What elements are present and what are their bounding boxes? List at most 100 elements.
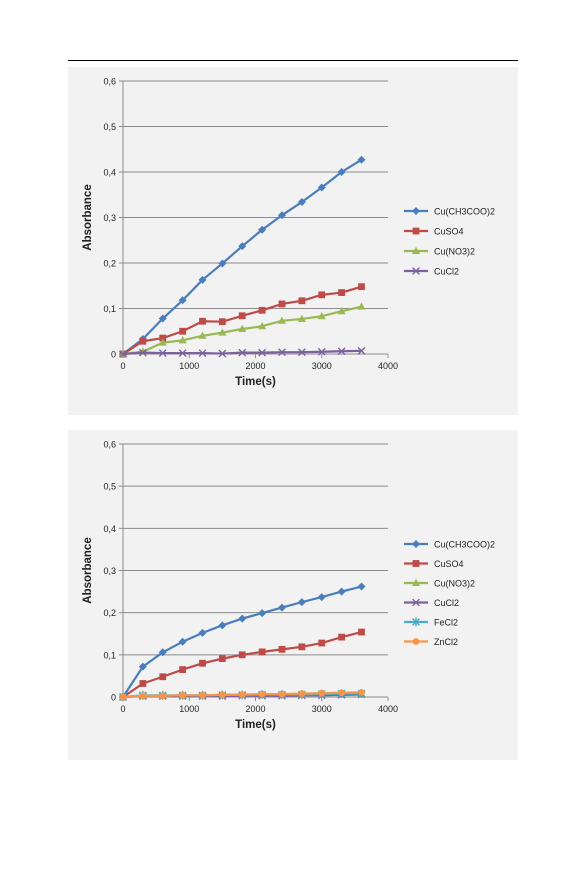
y-tick-label: 0,3 [103,213,116,223]
data-point [218,691,226,699]
y-tick-label: 0,4 [103,524,116,534]
data-point [278,645,286,653]
data-point [317,593,326,602]
data-point [198,275,207,284]
data-point [278,211,286,220]
legend-marker [412,246,420,254]
data-point [218,259,227,268]
x-tick-label: 4000 [378,704,398,714]
data-point [198,349,207,357]
legend-marker [412,638,420,645]
data-point [337,347,346,356]
x-tick-label: 0 [120,361,125,371]
data-point [139,337,147,345]
data-point [138,348,147,357]
data-point [218,349,227,358]
y-axis-title: Absorbance [82,537,94,603]
chart-panel-1: 0 0,1 0,2 0,3 0,4 0,5 0,6 0 1000 2000 3000 4000 Time… [68,67,518,415]
data-point [218,621,227,630]
y-tick-label: 0,6 [103,440,116,450]
data-point [139,680,147,687]
legend-marker [412,578,420,586]
legend-marker [412,207,420,215]
data-point [238,691,246,698]
series-cu-no3-2 [119,302,366,357]
x-tick-label: 1000 [179,704,199,714]
data-point [238,324,247,332]
data-point [258,648,266,656]
series-cu-ch3coo-2 [119,582,366,701]
y-tick-label: 0 [111,350,116,360]
data-point [159,673,167,681]
legend-label: CuSO4 [434,227,464,237]
legend-item-cuso4: CuSO4 [404,559,464,569]
data-point [357,582,366,591]
y-tick-label: 0,2 [103,259,116,269]
data-point [119,693,127,701]
y-tick-label: 0,1 [103,304,116,314]
legend: Cu(CH3COO)2 CuSO4 Cu(NO3)2 CuCl2 [404,207,495,277]
data-point [298,690,306,698]
data-point [139,692,147,700]
y-tick-label: 0 [111,693,116,703]
data-point [298,643,306,651]
y-tick-label: 0,6 [103,77,116,87]
data-point [358,283,365,291]
legend-item-cu-ch3coo-2: Cu(CH3COO)2 [404,207,495,217]
data-point [258,348,267,357]
data-point [178,336,187,344]
x-tick-label: 1000 [179,361,199,371]
x-tick-label: 2000 [245,704,265,714]
x-axis-title: Time(s) [235,376,276,388]
x-tick-label: 3000 [312,361,332,371]
page-top-rule [68,60,518,61]
data-point [159,692,167,700]
data-point [297,598,306,607]
series-zncl2 [119,688,365,701]
data-point [337,168,346,176]
data-point [297,348,306,357]
series-cuso4 [119,283,365,358]
data-point [199,691,206,699]
data-point [258,690,266,698]
data-point [278,348,286,357]
y-tick-label: 0,2 [103,608,116,618]
x-tick-label: 4000 [378,361,398,371]
y-axis-title: Absorbance [82,184,94,250]
legend-label: Cu(CH3COO)2 [434,540,495,550]
data-point [258,322,267,330]
legend: Cu(CH3COO)2 CuSO4 Cu(NO3)2 CuCl2 FeCl2 ZnCl2 [404,540,495,647]
data-point [158,338,167,346]
x-axis-title: Time(s) [235,719,276,731]
data-point [278,316,286,324]
data-point [338,289,346,296]
data-point [357,155,366,164]
data-point [238,614,247,623]
data-point [318,689,326,697]
data-point [158,349,167,357]
data-point [138,662,147,671]
data-point [278,690,286,698]
data-point [218,655,226,663]
y-tick-label: 0,3 [103,566,116,576]
data-point [358,688,365,696]
data-point [179,691,187,699]
series-cuso4 [119,628,365,701]
data-point [159,334,167,342]
y-tick-label: 0,5 [103,122,116,132]
data-point [218,328,227,336]
data-point [358,628,365,636]
legend-marker [412,560,420,567]
data-point [357,346,366,355]
data-point [179,327,187,335]
legend-label: Cu(NO3)2 [434,579,475,589]
legend-marker [412,598,420,607]
data-point [297,198,306,207]
legend-label: FeCl2 [434,618,458,628]
y-tick-label: 0,1 [103,650,116,660]
legend-item-cucl2: CuCl2 [404,598,459,608]
data-point [199,317,206,325]
data-point [258,225,267,234]
y-tick-label: 0,5 [103,482,116,492]
data-point [317,347,326,356]
